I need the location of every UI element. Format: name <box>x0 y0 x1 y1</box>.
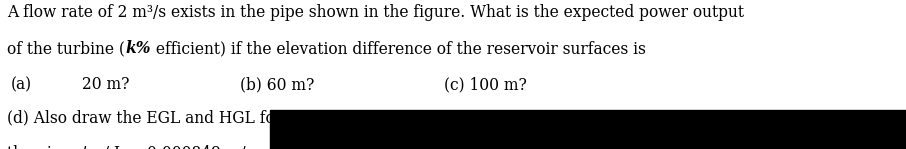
Text: k%: k% <box>125 40 150 57</box>
Bar <box>270 110 906 149</box>
Text: 20 m?: 20 m? <box>82 76 129 93</box>
Text: (c) 100 m?: (c) 100 m? <box>444 76 526 93</box>
Text: of the turbine (: of the turbine ( <box>7 40 125 57</box>
Text: (d) Also draw the EGL and HGL for this system for (c). The rate of frictional en: (d) Also draw the EGL and HGL for this s… <box>7 110 713 127</box>
Text: the pipe:: the pipe: <box>7 145 82 149</box>
Text: efficient) if the elevation difference of the reservoir surfaces is: efficient) if the elevation difference o… <box>150 40 645 57</box>
Text: (b) 60 m?: (b) 60 m? <box>240 76 314 93</box>
Text: / L = 0.000849 m/m.: / L = 0.000849 m/m. <box>99 145 265 149</box>
Text: (a): (a) <box>11 76 32 93</box>
Text: A flow rate of 2 m³/s exists in the pipe shown in the figure. What is the expect: A flow rate of 2 m³/s exists in the pipe… <box>7 4 744 21</box>
Text: $h_\mathregular{L}$: $h_\mathregular{L}$ <box>82 145 99 149</box>
